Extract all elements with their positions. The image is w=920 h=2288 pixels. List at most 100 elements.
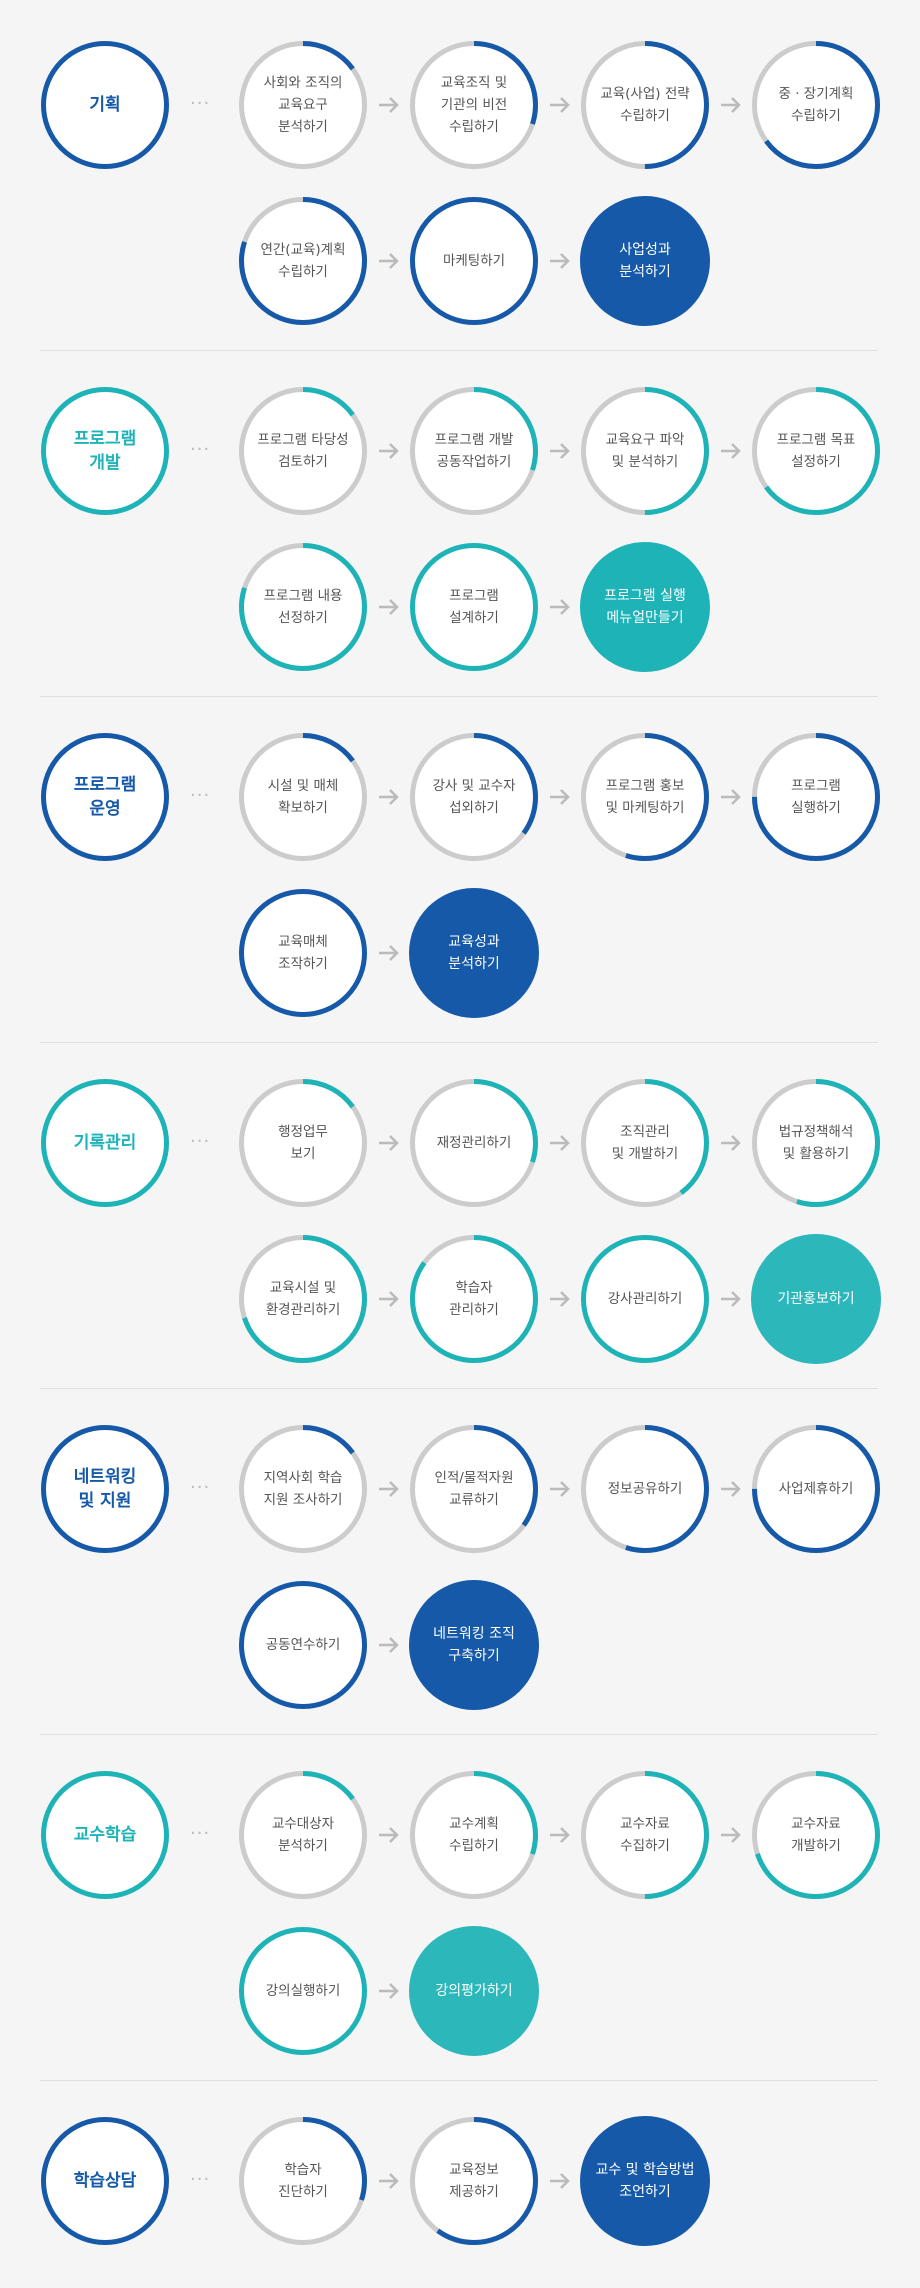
- step-label: 교수자료 수집하기: [620, 1816, 670, 1854]
- process-step-teaching-3: 교수자료 수집하기: [580, 1770, 710, 1900]
- step-label: 강의실행하기: [265, 1983, 341, 1999]
- ellipsis-icon: ···: [190, 1131, 211, 1152]
- right-arrow-icon: [721, 1481, 741, 1497]
- stage-heading-program-dev: 프로그램 개발: [40, 386, 170, 516]
- process-step-program-dev-1: 프로그램 타당성 검토하기: [238, 386, 368, 516]
- process-step-networking-2: 인적/물적자원 교류하기: [409, 1424, 539, 1554]
- step-label: 강의평가하기: [435, 1983, 513, 1999]
- step-label: 강사 및 교수자 섭외하기: [432, 778, 516, 816]
- stage-heading-label: 학습상담: [73, 2171, 137, 2191]
- stage-heading-networking: 네트워킹 및 지원: [40, 1424, 170, 1554]
- step-label: 학습자 진단하기: [278, 2162, 328, 2200]
- step-label: 교육시설 및 환경관리하기: [265, 1280, 341, 1318]
- step-label: 기관홍보하기: [777, 1291, 855, 1307]
- right-arrow-icon: [721, 789, 741, 805]
- right-arrow-icon: [721, 1291, 741, 1307]
- right-arrow-icon: [379, 1135, 399, 1151]
- process-step-networking-3: 정보공유하기: [580, 1424, 710, 1554]
- right-arrow-icon: [550, 253, 570, 269]
- stage-heading-records: 기록관리: [40, 1078, 170, 1208]
- process-step-networking-4: 사업제휴하기: [751, 1424, 881, 1554]
- process-step-networking-5: 공동연수하기: [238, 1580, 368, 1710]
- outcome-step-counseling-3: 교수 및 학습방법 조언하기: [580, 2116, 710, 2246]
- stage-heading-planning: 기획: [40, 40, 170, 170]
- process-step-program-ops-2: 강사 및 교수자 섭외하기: [409, 732, 539, 862]
- step-label: 교수자료 개발하기: [791, 1816, 841, 1854]
- ellipsis-icon: ···: [190, 785, 211, 806]
- step-label: 프로그램 홍보 및 마케팅하기: [605, 778, 685, 816]
- step-label: 프로그램 개발 공동작업하기: [434, 432, 514, 470]
- step-label: 프로그램 실행 메뉴얼만들기: [604, 588, 686, 626]
- right-arrow-icon: [550, 599, 570, 615]
- step-label: 연간(교육)계획 수립하기: [260, 242, 346, 280]
- process-step-program-dev-2: 프로그램 개발 공동작업하기: [409, 386, 539, 516]
- right-arrow-icon: [379, 1291, 399, 1307]
- outcome-step-records-8: 기관홍보하기: [751, 1234, 881, 1364]
- ellipsis-icon: ···: [190, 93, 211, 114]
- right-arrow-icon: [379, 253, 399, 269]
- step-label: 사회와 조직의 교육요구 분석하기: [263, 75, 343, 135]
- right-arrow-icon: [550, 1291, 570, 1307]
- section-divider: [40, 1734, 878, 1735]
- ellipsis-icon: ···: [190, 1823, 211, 1844]
- step-label: 교육정보 제공하기: [449, 2162, 499, 2200]
- process-step-planning-4: 중 · 장기계획 수립하기: [751, 40, 881, 170]
- step-label: 시설 및 매체 확보하기: [267, 778, 339, 816]
- right-arrow-icon: [550, 2173, 570, 2189]
- step-label: 마케팅하기: [442, 253, 506, 269]
- step-label: 지역사회 학습 지원 조사하기: [263, 1470, 343, 1508]
- process-step-records-7: 강사관리하기: [580, 1234, 710, 1364]
- right-arrow-icon: [379, 1481, 399, 1497]
- process-step-records-2: 재정관리하기: [409, 1078, 539, 1208]
- right-arrow-icon: [550, 443, 570, 459]
- outcome-step-teaching-6: 강의평가하기: [409, 1926, 539, 2056]
- step-label: 교육조직 및 기관의 비전 수립하기: [440, 75, 508, 135]
- process-step-counseling-2: 교육정보 제공하기: [409, 2116, 539, 2246]
- right-arrow-icon: [379, 443, 399, 459]
- right-arrow-icon: [550, 1481, 570, 1497]
- right-arrow-icon: [721, 97, 741, 113]
- right-arrow-icon: [379, 789, 399, 805]
- section-divider: [40, 2080, 878, 2081]
- stage-heading-program-ops: 프로그램 운영: [40, 732, 170, 862]
- step-label: 교육성과 분석하기: [448, 934, 500, 972]
- section-divider: [40, 696, 878, 697]
- process-step-program-ops-4: 프로그램 실행하기: [751, 732, 881, 862]
- step-label: 강사관리하기: [607, 1291, 683, 1307]
- process-step-planning-5: 연간(교육)계획 수립하기: [238, 196, 368, 326]
- step-label: 프로그램 내용 선정하기: [263, 588, 343, 626]
- step-label: 교수 및 학습방법 조언하기: [595, 2162, 695, 2200]
- process-step-program-ops-5: 교육매체 조작하기: [238, 888, 368, 1018]
- right-arrow-icon: [379, 2173, 399, 2189]
- stage-heading-counseling: 학습상담: [40, 2116, 170, 2246]
- process-step-records-3: 조직관리 및 개발하기: [580, 1078, 710, 1208]
- process-step-program-dev-4: 프로그램 목표 설정하기: [751, 386, 881, 516]
- right-arrow-icon: [721, 443, 741, 459]
- process-step-program-ops-1: 시설 및 매체 확보하기: [238, 732, 368, 862]
- process-step-planning-6: 마케팅하기: [409, 196, 539, 326]
- process-step-counseling-1: 학습자 진단하기: [238, 2116, 368, 2246]
- process-step-teaching-4: 교수자료 개발하기: [751, 1770, 881, 1900]
- process-step-program-ops-3: 프로그램 홍보 및 마케팅하기: [580, 732, 710, 862]
- step-label: 프로그램 실행하기: [791, 778, 841, 816]
- step-label: 중 · 장기계획 수립하기: [778, 86, 854, 124]
- outcome-step-program-ops-6: 교육성과 분석하기: [409, 888, 539, 1018]
- ellipsis-icon: ···: [190, 439, 211, 460]
- stage-heading-teaching: 교수학습: [40, 1770, 170, 1900]
- stage-heading-label: 기획: [89, 95, 121, 115]
- right-arrow-icon: [379, 1637, 399, 1653]
- process-step-records-5: 교육시설 및 환경관리하기: [238, 1234, 368, 1364]
- ellipsis-icon: ···: [190, 1477, 211, 1498]
- process-step-records-6: 학습자 관리하기: [409, 1234, 539, 1364]
- right-arrow-icon: [550, 1135, 570, 1151]
- right-arrow-icon: [550, 789, 570, 805]
- process-step-planning-3: 교육(사업) 전략 수립하기: [580, 40, 710, 170]
- step-label: 네트워킹 조직 구축하기: [433, 1626, 515, 1664]
- step-label: 사업제휴하기: [778, 1481, 854, 1497]
- stage-heading-label: 교수학습: [73, 1825, 137, 1845]
- step-label: 교육매체 조작하기: [278, 934, 328, 972]
- process-step-planning-1: 사회와 조직의 교육요구 분석하기: [238, 40, 368, 170]
- right-arrow-icon: [550, 97, 570, 113]
- stage-heading-label: 프로그램 개발: [73, 429, 137, 473]
